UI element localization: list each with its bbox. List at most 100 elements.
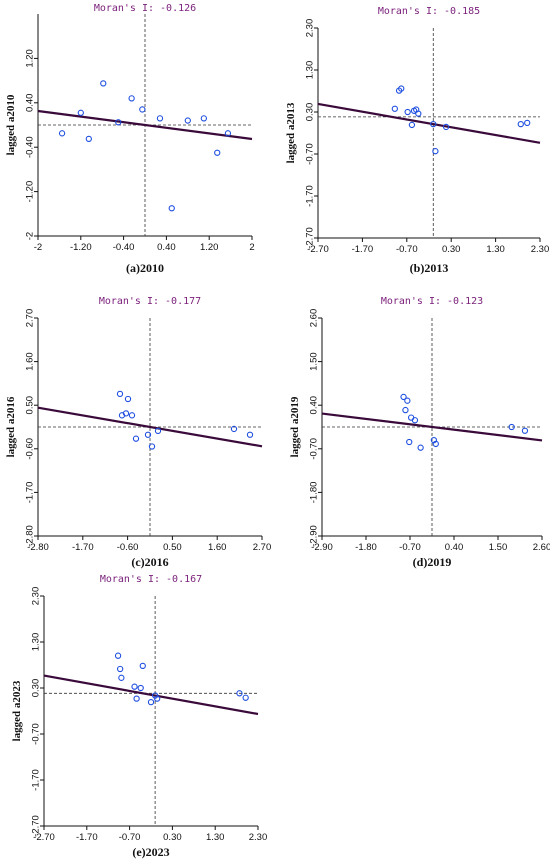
data-point bbox=[133, 695, 140, 702]
x-tick-label: -2.70 bbox=[307, 244, 329, 255]
y-tick-label: 2.30 bbox=[31, 587, 42, 606]
data-point bbox=[242, 694, 249, 701]
regression-line bbox=[37, 109, 253, 141]
regression-line bbox=[37, 406, 263, 448]
data-point bbox=[408, 121, 416, 129]
x-tick-label: -0.40 bbox=[113, 242, 135, 253]
chart-title: Moran's I: -0.126 bbox=[94, 3, 196, 14]
data-point bbox=[406, 438, 413, 446]
data-point bbox=[200, 115, 207, 122]
y-tick-label: -1.70 bbox=[31, 769, 42, 791]
data-point bbox=[58, 130, 66, 137]
x-tick-label: 0.30 bbox=[163, 832, 182, 843]
y-tick-label: -2.80 bbox=[25, 525, 36, 547]
chart-title: Moran's I: -0.177 bbox=[99, 296, 201, 307]
data-point bbox=[404, 108, 411, 116]
y-tick-label: 1.30 bbox=[305, 61, 316, 80]
data-point bbox=[139, 662, 146, 670]
panel-caption: (b)2013 bbox=[410, 261, 449, 275]
data-point bbox=[224, 130, 232, 137]
data-point bbox=[184, 117, 191, 124]
data-point bbox=[442, 123, 450, 131]
data-point bbox=[128, 412, 136, 419]
data-point bbox=[147, 699, 155, 706]
data-point bbox=[115, 119, 122, 126]
x-tick-label: -2.90 bbox=[311, 542, 333, 553]
data-point bbox=[391, 105, 398, 112]
data-point bbox=[508, 423, 515, 431]
regression-line bbox=[321, 412, 543, 442]
panel-caption: (a)2010 bbox=[126, 261, 164, 275]
data-point bbox=[154, 427, 162, 435]
data-point bbox=[230, 425, 238, 433]
y-tick-label: -0.70 bbox=[309, 438, 320, 460]
data-point bbox=[85, 135, 92, 143]
y-tick-label: 0.30 bbox=[305, 103, 316, 122]
y-tick-label: -2 bbox=[25, 232, 36, 240]
y-axis-label: lagged a2016 bbox=[5, 396, 17, 457]
x-tick-label: -2.70 bbox=[33, 832, 55, 843]
x-tick-label: -1.70 bbox=[72, 542, 94, 553]
data-point bbox=[124, 395, 132, 403]
data-point bbox=[131, 683, 138, 690]
y-tick-label: -0.40 bbox=[25, 136, 36, 158]
data-point bbox=[411, 417, 419, 424]
data-point bbox=[517, 120, 524, 128]
y-tick-label: -1.70 bbox=[25, 482, 36, 504]
data-point bbox=[154, 695, 161, 702]
x-tick-label: -0.60 bbox=[117, 542, 139, 553]
y-tick-label: 0.40 bbox=[309, 396, 320, 415]
panel-caption: (e)2023 bbox=[132, 845, 169, 859]
x-tick-label: -1.80 bbox=[355, 542, 377, 553]
y-tick-label: 1.60 bbox=[25, 352, 36, 371]
y-tick-label: -2.70 bbox=[305, 227, 316, 249]
x-tick-label: -1.70 bbox=[76, 832, 98, 843]
data-point bbox=[156, 115, 164, 122]
y-tick-label: 0.40 bbox=[25, 94, 36, 113]
panel-caption: (c)2016 bbox=[131, 555, 168, 569]
data-point bbox=[116, 390, 124, 398]
x-tick-label: -1.70 bbox=[352, 244, 374, 255]
data-point bbox=[524, 119, 531, 127]
data-point bbox=[132, 435, 140, 442]
x-tick-label: -0.70 bbox=[396, 244, 418, 255]
data-point bbox=[148, 443, 156, 450]
y-tick-label: 0.50 bbox=[25, 396, 36, 415]
data-point bbox=[118, 674, 125, 681]
x-tick-label: 2.70 bbox=[253, 542, 272, 553]
x-tick-label: 1.60 bbox=[208, 542, 227, 553]
data-point bbox=[116, 665, 124, 673]
x-tick-label: 1.30 bbox=[206, 832, 225, 843]
data-point bbox=[144, 431, 152, 438]
y-tick-label: -0.60 bbox=[25, 438, 36, 460]
data-point bbox=[430, 120, 437, 128]
chart-title: Moran's I: -0.185 bbox=[378, 6, 480, 17]
data-point bbox=[246, 431, 254, 438]
data-point bbox=[402, 406, 409, 414]
x-tick-label: 1.20 bbox=[200, 242, 219, 253]
chart-title: Moran's I: -0.123 bbox=[381, 296, 483, 307]
x-tick-label: -1.20 bbox=[70, 242, 92, 253]
y-tick-label: -2.70 bbox=[31, 815, 42, 837]
scatter-panel: Moran's I: -0.177 -2.80 -1.70 -0.60 0.50 1.60… bbox=[5, 296, 271, 569]
x-tick-label: 1.30 bbox=[486, 244, 505, 255]
y-tick-label: 2.30 bbox=[305, 19, 316, 38]
scatter-panel: Moran's I: -0.185 -2.70 -1.70 -0.70 0.30 1.30… bbox=[285, 6, 549, 275]
y-tick-label: -0.70 bbox=[31, 723, 42, 745]
x-tick-label: 1.50 bbox=[489, 542, 508, 553]
y-tick-label: -1.20 bbox=[25, 181, 36, 203]
x-tick-label: 2 bbox=[249, 242, 254, 253]
x-tick-label: -2.80 bbox=[27, 542, 49, 553]
regression-line bbox=[317, 102, 541, 144]
data-point bbox=[398, 85, 405, 92]
data-point bbox=[432, 440, 439, 448]
y-tick-label: 1.30 bbox=[31, 633, 42, 652]
y-tick-label: 2.70 bbox=[25, 309, 36, 328]
x-tick-label: -2 bbox=[34, 242, 42, 253]
scatter-panel: Moran's I: -0.167 -2.70 -1.70 -0.70 0.30 1.30… bbox=[11, 574, 267, 859]
data-point bbox=[404, 397, 411, 404]
data-point bbox=[521, 427, 529, 434]
data-point bbox=[236, 690, 243, 697]
x-tick-label: -0.70 bbox=[119, 832, 141, 843]
x-tick-label: 0.40 bbox=[157, 242, 176, 253]
